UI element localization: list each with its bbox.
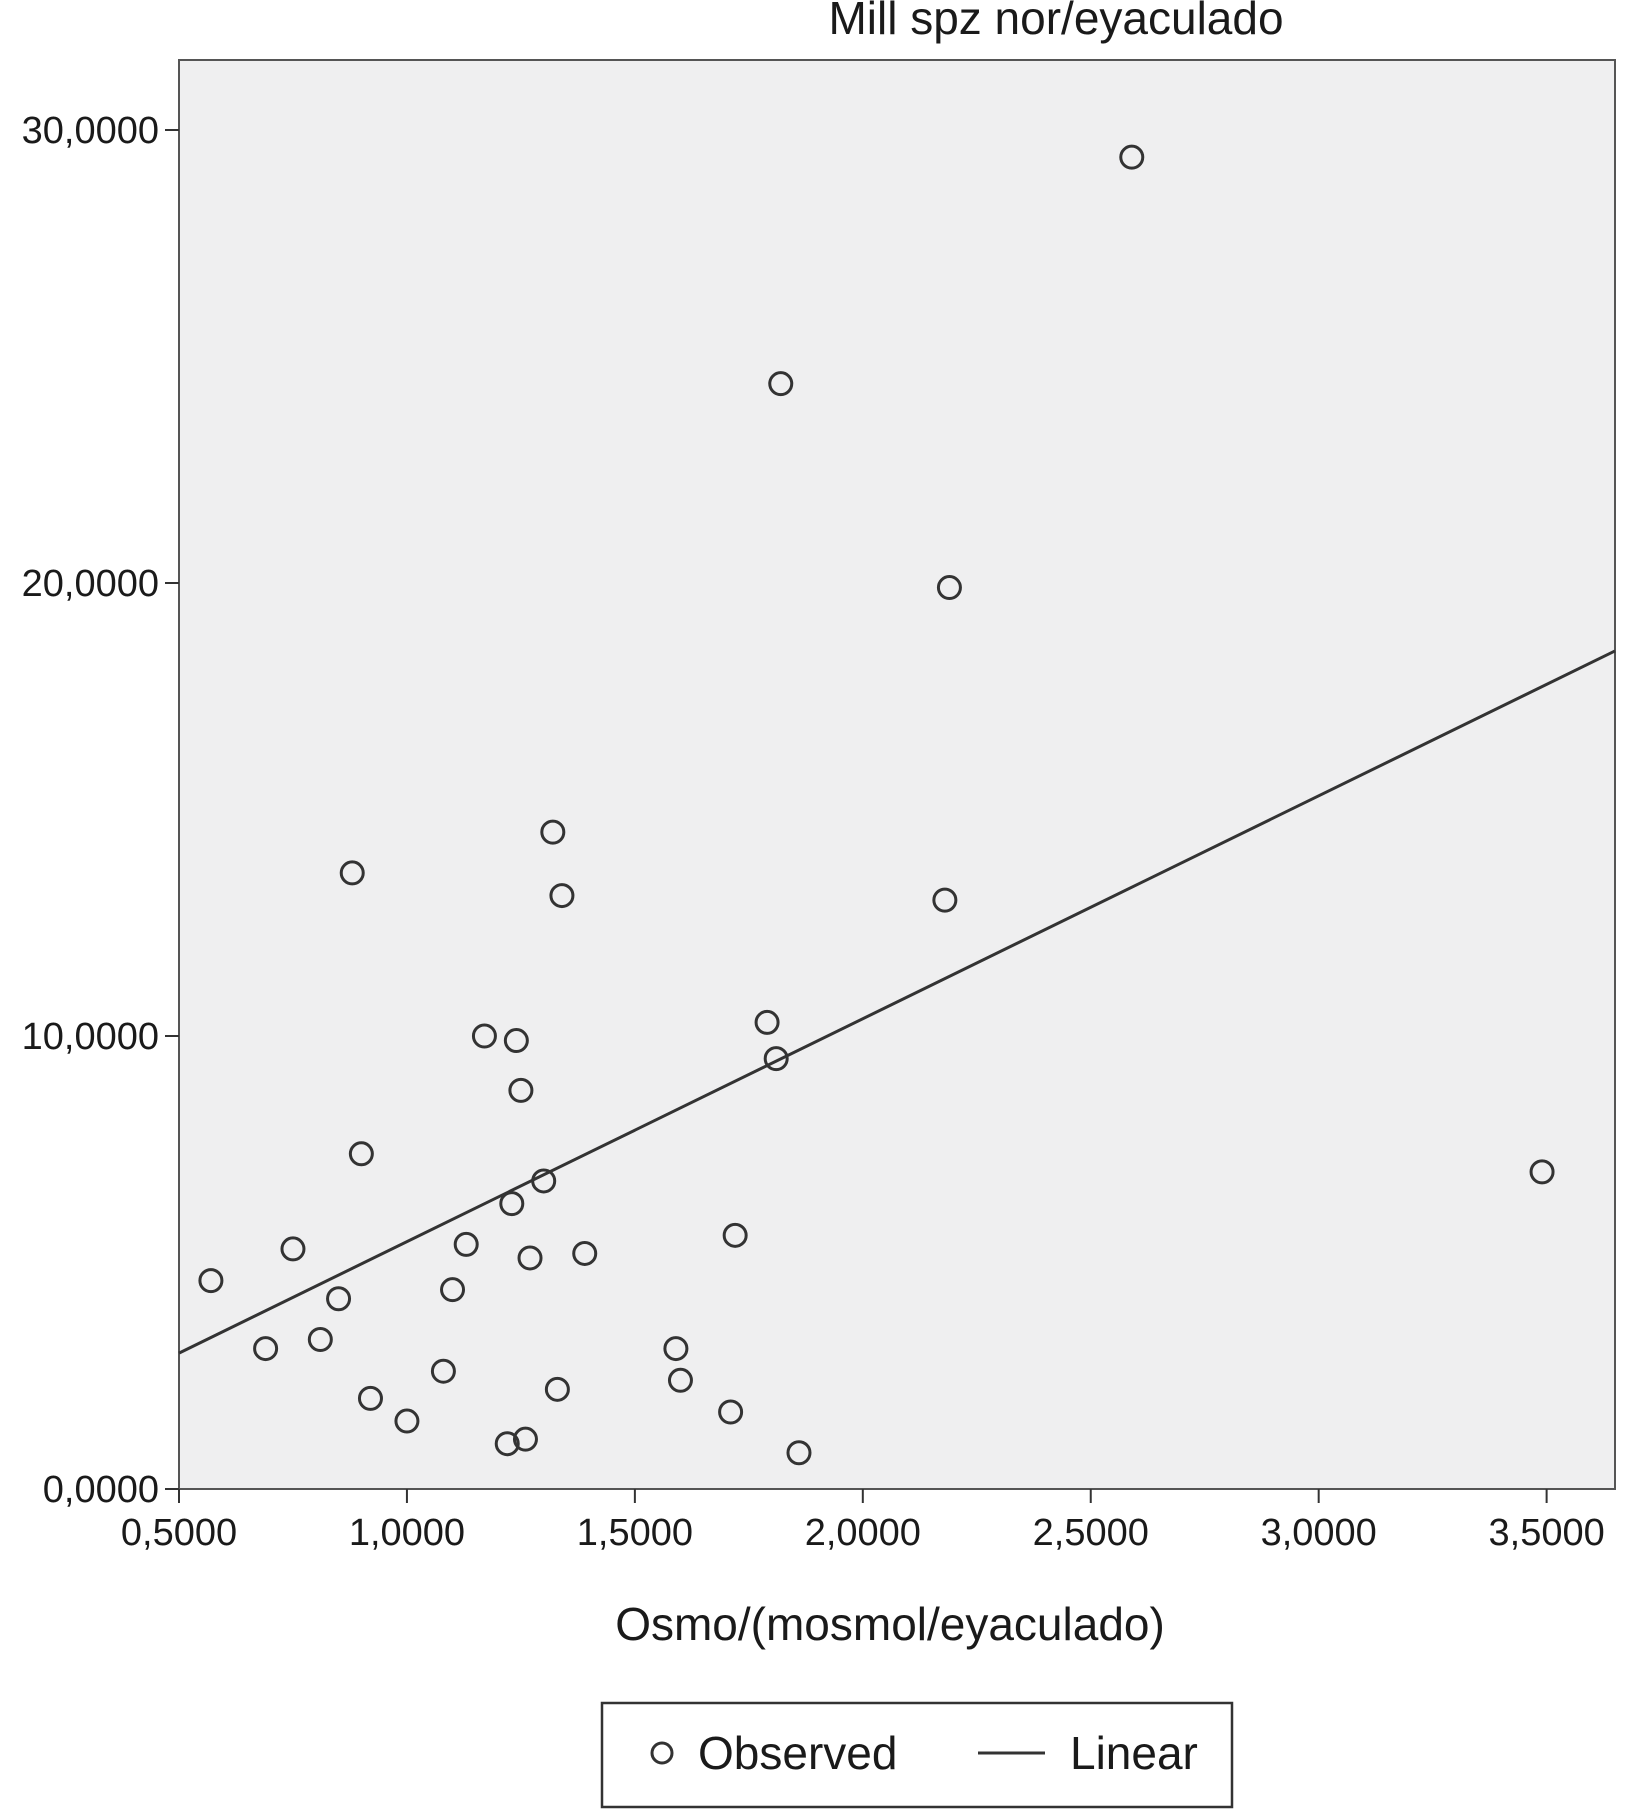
observed-point (499, 1191, 525, 1217)
observed-point (572, 1240, 598, 1266)
observed-point (494, 1431, 520, 1457)
observed-point (540, 819, 566, 845)
observed-point (339, 860, 365, 886)
x-tick-label: 3,5000 (1489, 1512, 1605, 1554)
observed-point (531, 1168, 557, 1194)
observed-point (508, 1077, 534, 1103)
y-tick-label: 30,0000 (22, 110, 159, 152)
observed-point (768, 371, 794, 397)
legend-marker-observed (650, 1741, 674, 1765)
observed-point (253, 1336, 279, 1362)
observed-point (512, 1426, 538, 1452)
x-tick-label: 0,5000 (121, 1512, 237, 1554)
legend-label-observed: Observed (698, 1727, 897, 1779)
observed-point (718, 1399, 744, 1425)
y-tick-label: 0,0000 (43, 1469, 159, 1511)
x-tick-label: 3,0000 (1261, 1512, 1377, 1554)
x-tick-label: 1,0000 (349, 1512, 465, 1554)
plot-area (178, 59, 1616, 1490)
observed-point (754, 1009, 780, 1035)
observed-point (503, 1028, 529, 1054)
data-layer (178, 144, 1616, 1466)
legend-box (600, 1701, 1234, 1809)
observed-point (936, 575, 962, 601)
observed-point (667, 1367, 693, 1393)
y-tick-label: 10,0000 (22, 1016, 159, 1058)
x-axis-title: Osmo/(mosmol/eyaculado) (615, 1598, 1165, 1650)
observed-point (932, 887, 958, 913)
x-axis: 0,5000 1,0000 1,5000 2,0000 2,5000 3,0000 3,50… (121, 1489, 1605, 1554)
observed-point (786, 1440, 812, 1466)
y-tick-label: 20,0000 (22, 563, 159, 605)
observed-point (280, 1236, 306, 1262)
y-axis-title: Mill spz nor/eyaculado (828, 0, 1283, 44)
observed-point (326, 1286, 352, 1312)
observed-point (430, 1358, 456, 1384)
x-tick-label: 2,5000 (1033, 1512, 1149, 1554)
observed-point (722, 1222, 748, 1248)
observed-point (471, 1023, 497, 1049)
observed-point (544, 1376, 570, 1402)
observed-point (348, 1141, 374, 1167)
observed-point (763, 1046, 789, 1072)
observed-point (517, 1245, 543, 1271)
x-tick-label: 1,5000 (577, 1512, 693, 1554)
observed-point (307, 1327, 333, 1353)
linear-fit-line (178, 649, 1616, 1355)
observed-point (394, 1408, 420, 1434)
observed-point (549, 883, 575, 909)
observed-point (198, 1268, 224, 1294)
legend: Observed Linear (600, 1701, 1234, 1809)
observed-point (1529, 1159, 1555, 1185)
observed-point (357, 1385, 383, 1411)
legend-label-linear: Linear (1070, 1727, 1198, 1779)
y-axis: 0,0000 10,0000 20,0000 30,0000 (22, 110, 179, 1511)
observed-point (440, 1277, 466, 1303)
observed-point (453, 1231, 479, 1257)
observed-point (663, 1336, 689, 1362)
observed-point (1119, 144, 1145, 170)
x-tick-label: 2,0000 (805, 1512, 921, 1554)
